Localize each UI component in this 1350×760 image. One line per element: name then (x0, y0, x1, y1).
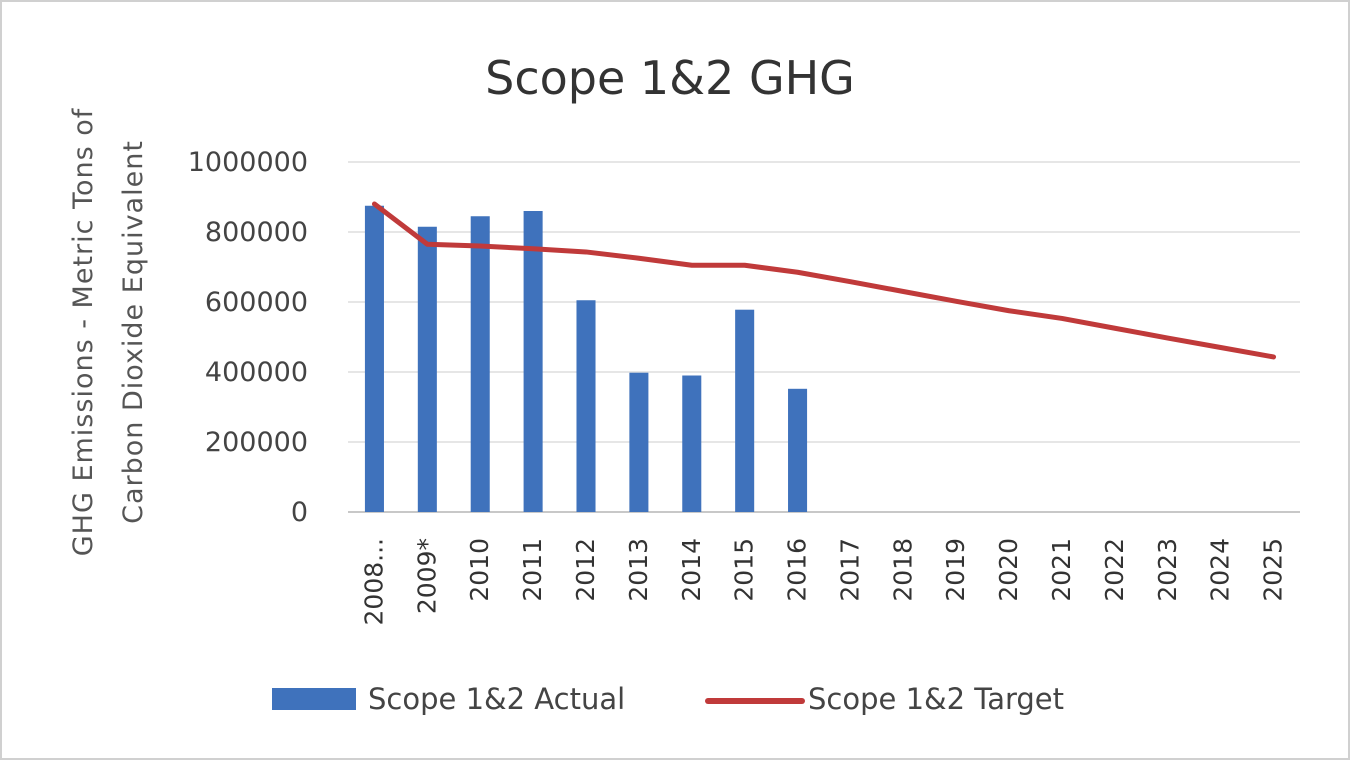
x-tick-label: 2023 (1153, 538, 1182, 602)
x-tick-label: 2015 (730, 538, 759, 602)
x-tick-label: 2010 (465, 538, 494, 602)
x-tick-label: 2014 (677, 538, 706, 602)
line-series (371, 201, 1277, 360)
x-tick-label: 2020 (994, 538, 1023, 602)
x-tick-label: 2009* (412, 538, 441, 614)
target-line (371, 201, 1277, 360)
x-tick-label: 2013 (624, 538, 653, 602)
x-tick-label: 2019 (941, 538, 970, 602)
x-tick-label: 2024 (1206, 538, 1235, 602)
bar-2011 (523, 211, 543, 512)
x-tick-label: 2025 (1259, 538, 1288, 602)
bar-series (364, 205, 808, 512)
bar-2009 (417, 226, 437, 512)
y-tick-label: 800000 (205, 217, 308, 248)
y-tick-label: 0 (291, 497, 308, 528)
legend-label-actual: Scope 1&2 Actual (368, 682, 625, 716)
chart-title: Scope 1&2 GHG (485, 51, 855, 105)
x-tick-label: 2022 (1100, 538, 1129, 602)
y-tick-labels: 0 200000 400000 600000 800000 1000000 (188, 147, 308, 528)
bar-2008 (364, 205, 384, 512)
x-tick-labels: 2008... 2009* 2010 2011 2012 2013 2014 2015 2016… (359, 538, 1287, 625)
bar-2010 (470, 216, 490, 512)
legend-label-target: Scope 1&2 Target (808, 682, 1064, 716)
y-tick-label: 1000000 (188, 147, 308, 178)
x-tick-label: 2017 (835, 538, 864, 602)
bar-2015 (735, 309, 755, 512)
y-tick-label: 200000 (205, 427, 308, 458)
y-axis-title-line-2: Carbon Dioxide Equivalent (118, 140, 149, 524)
x-tick-label: 2016 (783, 538, 812, 602)
legend: Scope 1&2 Actual Scope 1&2 Target (272, 682, 1064, 716)
x-tick-label: 2021 (1047, 538, 1076, 602)
x-tick-label: 2008... (359, 538, 388, 625)
bar-2016 (788, 388, 808, 512)
bar-2014 (682, 375, 702, 512)
x-tick-label: 2011 (518, 538, 547, 602)
bar-2013 (629, 372, 649, 512)
gridlines (348, 161, 1300, 513)
y-axis-title-line-1: GHG Emissions - Metric Tons of (68, 107, 99, 556)
y-tick-label: 600000 (205, 287, 308, 318)
y-tick-label: 400000 (205, 357, 308, 388)
x-tick-label: 2018 (888, 538, 917, 602)
legend-swatch-actual (272, 688, 356, 710)
y-axis-title: GHG Emissions - Metric Tons of Carbon Di… (68, 107, 149, 556)
bar-2012 (576, 300, 596, 512)
x-tick-label: 2012 (571, 538, 600, 602)
